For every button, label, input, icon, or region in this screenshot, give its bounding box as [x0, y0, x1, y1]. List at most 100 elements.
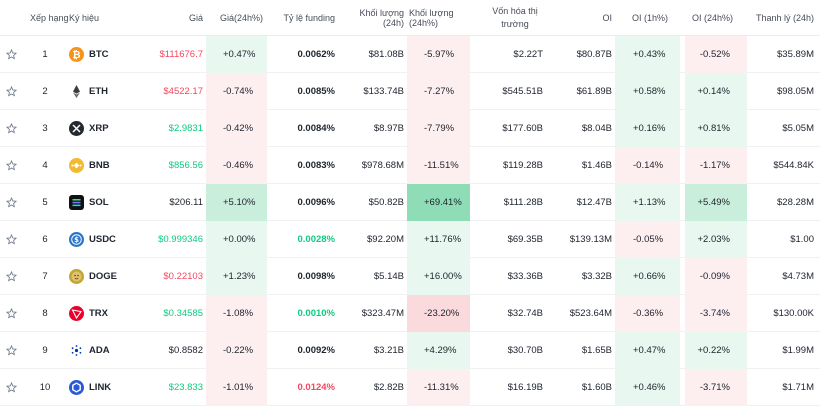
symbol-cell[interactable]: ADA: [89, 345, 110, 356]
header-volume[interactable]: Khối lượng (24h): [359, 8, 404, 28]
oi-24h-cell: +0.22%: [697, 345, 731, 356]
symbol-cell[interactable]: SOL: [89, 197, 109, 208]
liquidation-cell: $98.05M: [777, 86, 814, 97]
header-volume-change[interactable]: Khối lượng (24h%): [409, 8, 454, 28]
header-symbol[interactable]: Ký hiệu: [69, 13, 100, 23]
rank-cell: 9: [42, 345, 48, 356]
oi-1h-cell-bg: [615, 110, 680, 147]
header-oi-1h[interactable]: OI (1h%): [632, 13, 669, 23]
header-market-cap-line1: Vốn hóa thị: [492, 6, 538, 16]
oi-1h-cell: -0.14%: [633, 160, 664, 171]
rank-cell: 4: [42, 160, 48, 171]
rank-cell: 1: [42, 49, 48, 60]
table-row[interactable]: 3 XRP $2.9831 -0.42% 0.0084% $8.97B -7.79% $177…: [0, 110, 820, 147]
price-change-cell: -1.08%: [223, 308, 254, 319]
star-icon[interactable]: [6, 86, 17, 97]
market-cap-cell: $545.51B: [502, 86, 543, 97]
table-row[interactable]: 2 ETH $4522.17 -0.74% 0.0085% $133.74B -7.27% $…: [0, 73, 820, 110]
header-oi-24h[interactable]: OI (24h%): [691, 13, 733, 23]
price-cell: $0.34585: [163, 308, 203, 319]
star-icon[interactable]: [6, 160, 17, 171]
oi-1h-cell: +0.16%: [633, 123, 666, 134]
star-icon[interactable]: [6, 308, 17, 319]
table-row[interactable]: 1 ₿ BTC $111676.7 +0.47% 0.0062% $81.08B -5.97%…: [0, 36, 820, 73]
price-change-cell-bg: [206, 36, 267, 73]
volume-cell: $2.82B: [373, 382, 404, 393]
price-change-cell-bg: [206, 258, 267, 295]
table-row[interactable]: 6 $ USDC $0.999346 +0.00% 0.0028% $92.20M +11.7…: [0, 221, 820, 258]
header-rank[interactable]: Xếp hạng: [30, 13, 69, 23]
svg-text:$: $: [74, 236, 79, 244]
rank-cell: 5: [42, 197, 48, 208]
market-cap-cell: $2.22T: [513, 49, 543, 60]
oi-24h-cell: +0.14%: [697, 86, 731, 97]
header-price[interactable]: Giá: [188, 13, 203, 23]
star-icon[interactable]: [6, 345, 17, 356]
table-row[interactable]: 8 TRX $0.34585 -1.08% 0.0010% $323.47M -23.20%…: [0, 295, 820, 332]
volume-change-cell-bg: [407, 332, 470, 369]
table-row[interactable]: 10 LINK $23.833 -1.01% 0.0124% $2.82B -11.31% $…: [0, 369, 820, 406]
table-row[interactable]: 5 SOL $206.11 +5.10% 0.0096% $50.82B +69.41% $1…: [0, 184, 820, 221]
price-change-cell: +5.10%: [223, 197, 256, 208]
header-funding-rate[interactable]: Tỷ lệ funding: [283, 13, 335, 23]
oi-24h-cell: -3.71%: [699, 382, 730, 393]
oi-24h-cell: -0.09%: [699, 271, 730, 282]
volume-change-cell-bg: [407, 258, 470, 295]
price-change-cell-bg: [206, 147, 267, 184]
table-row[interactable]: 9 ADA $0.8582 -0.22% 0.0092% $3.21B +4.29% $30.…: [0, 332, 820, 369]
symbol-cell[interactable]: BNB: [89, 160, 110, 171]
market-cap-cell: $32.74B: [507, 308, 543, 319]
volume-cell: $92.20M: [367, 234, 404, 245]
star-icon[interactable]: [6, 382, 17, 393]
symbol-cell[interactable]: ETH: [89, 86, 108, 97]
oi-1h-cell: +0.66%: [633, 271, 666, 282]
oi-24h-cell-bg: [685, 36, 747, 73]
liquidation-cell: $35.89M: [777, 49, 814, 60]
symbol-cell[interactable]: TRX: [89, 308, 108, 319]
funding-rate-cell: 0.0096%: [297, 197, 335, 208]
price-change-cell-bg: [206, 184, 267, 221]
price-change-cell-bg: [206, 221, 267, 258]
star-icon[interactable]: [6, 234, 17, 245]
symbol-cell[interactable]: XRP: [89, 123, 109, 134]
rank-cell: 8: [42, 308, 48, 319]
svg-text:₿: ₿: [72, 49, 80, 61]
table-row[interactable]: 4 BNB $856.56 -0.46% 0.0083% $978.68M -11.51% $…: [0, 147, 820, 184]
oi-1h-cell: +1.13%: [633, 197, 666, 208]
oi-1h-cell-bg: [615, 295, 680, 332]
oi-cell: $523.64M: [569, 308, 612, 319]
price-change-cell-bg: [206, 295, 267, 332]
funding-rate-cell: 0.0062%: [297, 49, 335, 60]
oi-24h-cell: +5.49%: [697, 197, 731, 208]
liquidation-cell: $544.84K: [773, 160, 814, 171]
liquidation-cell: $1.71M: [782, 382, 814, 393]
oi-cell: $80.87B: [576, 49, 612, 60]
volume-change-cell-bg: [407, 295, 470, 332]
oi-24h-cell-bg: [685, 369, 747, 406]
price-cell: $856.56: [168, 160, 203, 171]
price-cell: $4522.17: [163, 86, 203, 97]
header-liquidation[interactable]: Thanh lý (24h): [755, 13, 814, 23]
header-oi[interactable]: OI: [602, 13, 612, 23]
rank-cell: 2: [42, 86, 48, 97]
table-row[interactable]: 7 DOGE $0.22103 +1.23% 0.0098% $5.14B +16.00% $…: [0, 258, 820, 295]
star-icon[interactable]: [6, 271, 17, 282]
header-price-change[interactable]: Giá(24h%): [220, 13, 264, 23]
volume-cell: $978.68M: [361, 160, 404, 171]
oi-24h-cell-bg: [685, 332, 747, 369]
symbol-cell[interactable]: LINK: [89, 382, 112, 393]
oi-1h-cell-bg: [615, 184, 680, 221]
symbol-cell[interactable]: USDC: [89, 234, 116, 245]
oi-cell: $3.32B: [581, 271, 612, 282]
funding-rate-cell: 0.0083%: [297, 160, 335, 171]
header-market-cap[interactable]: Vốn hóa thị trường: [485, 0, 545, 36]
star-icon[interactable]: [6, 197, 17, 208]
symbol-cell[interactable]: BTC: [89, 49, 109, 60]
oi-24h-cell-bg: [685, 110, 747, 147]
volume-change-cell: +16.00%: [424, 271, 462, 282]
volume-change-cell-bg: [407, 36, 470, 73]
star-icon[interactable]: [6, 49, 17, 60]
symbol-cell[interactable]: DOGE: [89, 271, 117, 282]
star-icon[interactable]: [6, 123, 17, 134]
oi-cell: $1.60B: [581, 382, 612, 393]
